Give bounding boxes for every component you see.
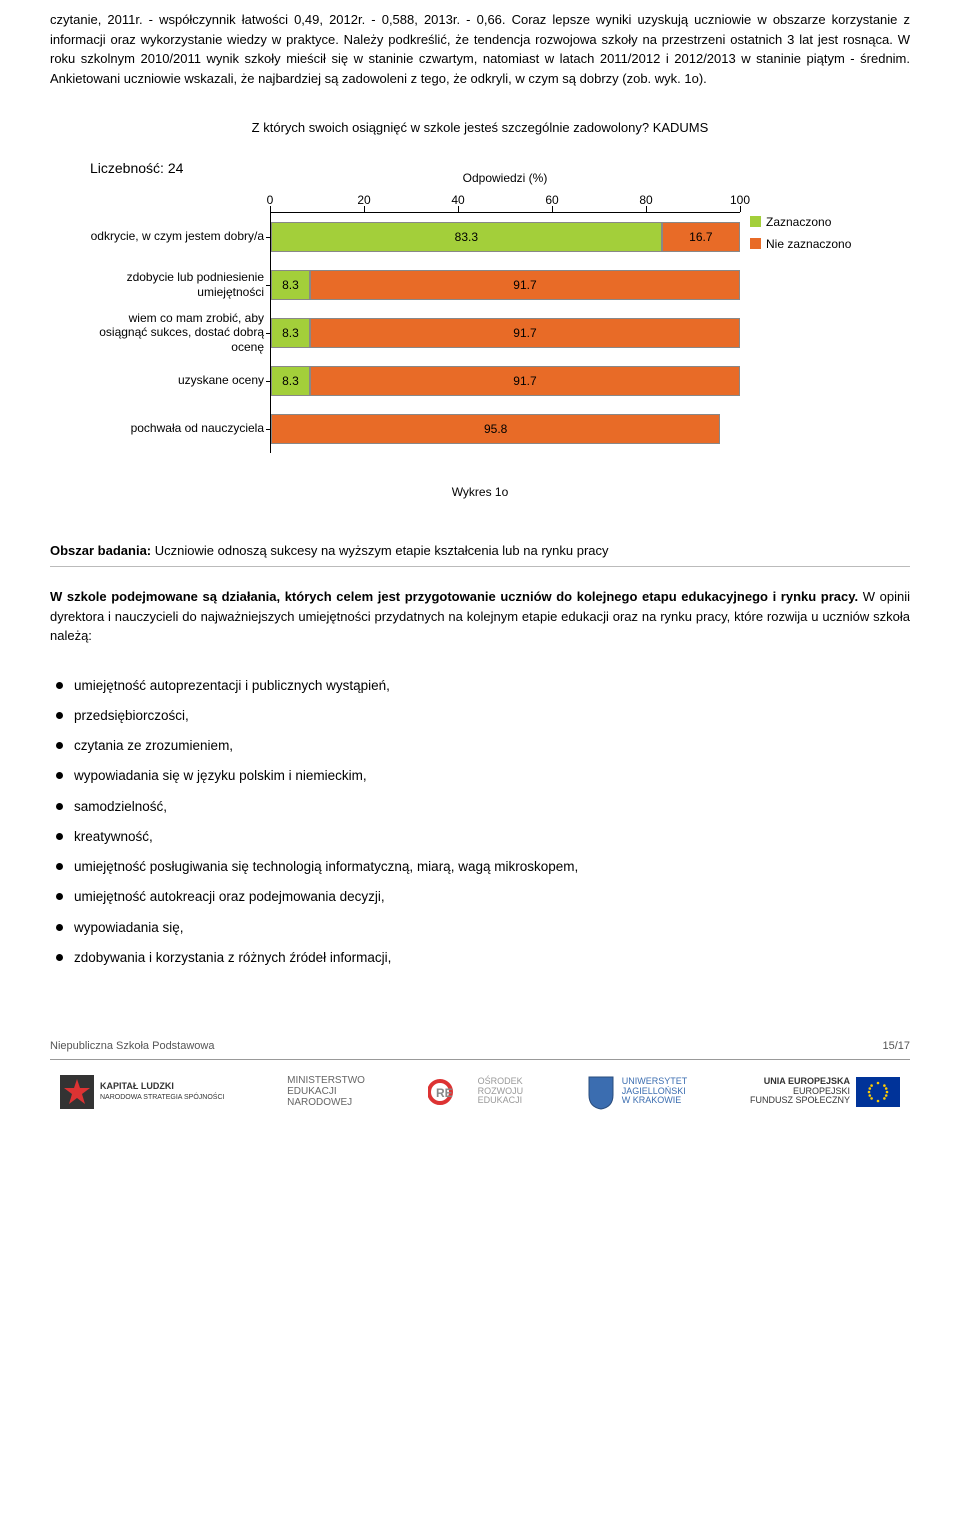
bar-no: 91.7: [310, 318, 740, 348]
bar-yes: 8.3: [271, 270, 310, 300]
bar-row: 95.8: [271, 405, 740, 453]
bar-row: 8.391.7: [271, 261, 740, 309]
footer: Niepubliczna Szkoła Podstawowa 15/17: [50, 1038, 910, 1055]
chart-title: Z których swoich osiągnięć w szkole jest…: [90, 118, 870, 138]
footer-right: 15/17: [882, 1038, 910, 1055]
x-tick-label: 60: [545, 191, 558, 209]
bar-no: 91.7: [310, 366, 740, 396]
y-axis-label: wiem co mam zrobić, aby osiągnąć sukces,…: [90, 309, 270, 357]
section-lead: Obszar badania:: [50, 543, 151, 558]
logo-uj: UNIWERSYTETJAGIELLOŃSKIW KRAKOWIE: [586, 1074, 688, 1110]
chart-y-labels: odkrycie, w czym jestem dobry/azdobycie …: [90, 187, 270, 453]
section-heading: Obszar badania: Uczniowie odnoszą sukces…: [50, 541, 910, 561]
logo-ore: RE OŚRODEKROZWOJUEDUKACJI: [428, 1075, 524, 1109]
chart-caption: Wykres 1o: [50, 483, 910, 501]
bar-row: 8.391.7: [271, 309, 740, 357]
bar-no: 91.7: [310, 270, 740, 300]
star-icon: [60, 1075, 94, 1109]
section-divider: [50, 566, 910, 567]
intro-paragraph: czytanie, 2011r. - współczynnik łatwości…: [50, 10, 910, 88]
logo-men: MINISTERSTWOEDUKACJINARODOWEJ: [287, 1075, 365, 1108]
chart-legend: Zaznaczono Nie zaznaczono: [740, 187, 870, 453]
x-tick-label: 40: [451, 191, 464, 209]
list-item: wypowiadania się,: [50, 918, 910, 938]
y-axis-label: odkrycie, w czym jestem dobry/a: [90, 213, 270, 261]
legend-item: Zaznaczono: [750, 213, 870, 231]
legend-swatch: [750, 216, 761, 227]
bar-yes: 8.3: [271, 366, 310, 396]
list-item: zdobywania i korzystania z różnych źróde…: [50, 948, 910, 968]
list-item: umiejętność posługiwania się technologią…: [50, 857, 910, 877]
list-item: wypowiadania się w języku polskim i niem…: [50, 766, 910, 786]
x-tick-label: 80: [639, 191, 652, 209]
para2-bold: W szkole podejmowane są działania, który…: [50, 589, 858, 604]
x-tick-label: 0: [267, 191, 274, 209]
shield-icon: [586, 1074, 616, 1110]
list-item: czytania ze zrozumieniem,: [50, 736, 910, 756]
list-item: samodzielność,: [50, 797, 910, 817]
logo-text: KAPITAŁ LUDZKI: [100, 1081, 174, 1091]
list-item: przedsiębiorczości,: [50, 706, 910, 726]
paragraph-2: W szkole podejmowane są działania, który…: [50, 587, 910, 646]
logo-kapital-ludzki: KAPITAŁ LUDZKI NARODOWA STRATEGIA SPÓJNOŚ…: [60, 1075, 224, 1109]
x-axis-label: Odpowiedzi (%): [270, 169, 740, 187]
logo-text: NARODOWA STRATEGIA SPÓJNOŚCI: [100, 1094, 224, 1101]
footer-logos: KAPITAŁ LUDZKI NARODOWA STRATEGIA SPÓJNOŚ…: [0, 1060, 960, 1130]
legend-swatch: [750, 238, 761, 249]
x-tick-label: 20: [357, 191, 370, 209]
y-axis-label: zdobycie lub podniesienie umiejętności: [90, 261, 270, 309]
bar-no: 95.8: [271, 414, 720, 444]
bar-no: 16.7: [662, 222, 740, 252]
footer-left: Niepubliczna Szkoła Podstawowa: [50, 1038, 214, 1055]
chart-plot: Odpowiedzi (%) 020406080100 83.316.78.39…: [270, 187, 740, 453]
bar-row: 83.316.7: [271, 213, 740, 261]
svg-text:RE: RE: [436, 1086, 453, 1100]
bar-row: 8.391.7: [271, 357, 740, 405]
list-item: kreatywność,: [50, 827, 910, 847]
eu-flag-icon: [856, 1077, 900, 1107]
legend-item: Nie zaznaczono: [750, 235, 870, 253]
y-axis-label: pochwała od nauczyciela: [90, 405, 270, 453]
legend-label: Nie zaznaczono: [766, 235, 851, 253]
logo-eu: UNIA EUROPEJSKAEUROPEJSKIFUNDUSZ SPOŁECZ…: [750, 1077, 900, 1107]
ore-icon: RE: [428, 1075, 472, 1109]
list-item: umiejętność autoprezentacji i publicznyc…: [50, 676, 910, 696]
chart-container: Z których swoich osiągnięć w szkole jest…: [90, 118, 870, 453]
bar-yes: 83.3: [271, 222, 662, 252]
list-item: umiejętność autokreacji oraz podejmowani…: [50, 887, 910, 907]
section-rest: Uczniowie odnoszą sukcesy na wyższym eta…: [151, 543, 608, 558]
y-axis-label: uzyskane oceny: [90, 357, 270, 405]
legend-label: Zaznaczono: [766, 213, 831, 231]
bar-yes: 8.3: [271, 318, 310, 348]
x-tick-label: 100: [730, 191, 750, 209]
skill-list: umiejętność autoprezentacji i publicznyc…: [50, 676, 910, 969]
